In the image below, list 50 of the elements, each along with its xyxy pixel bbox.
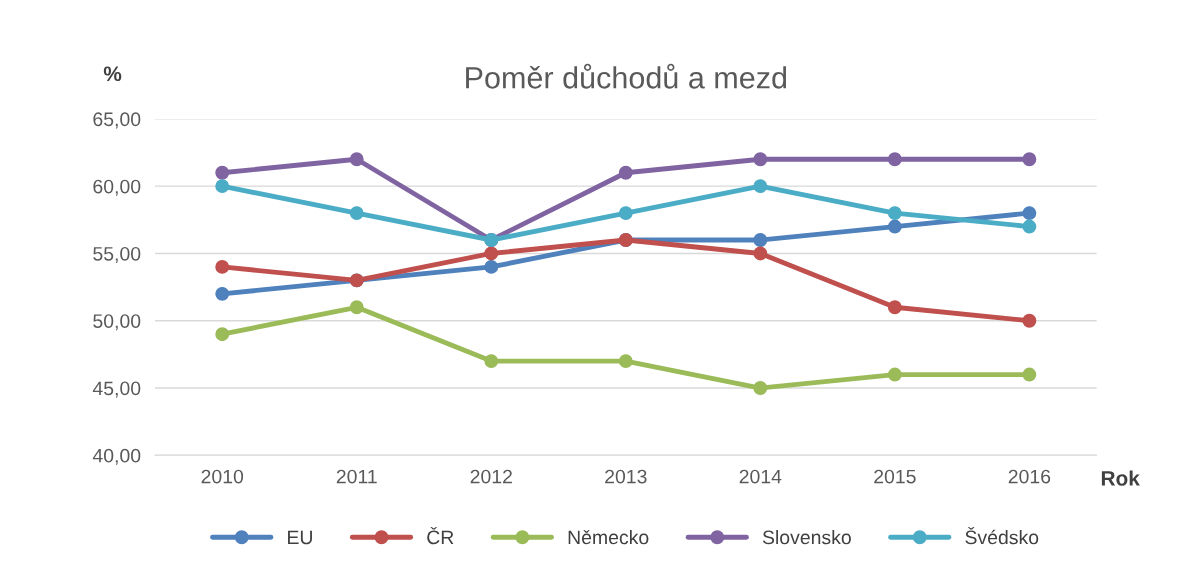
point: [484, 246, 499, 261]
x-axis-title: Rok: [1101, 470, 1140, 486]
x-tick-label: 2016: [1008, 469, 1051, 484]
x-tick-label: 2014: [739, 469, 782, 484]
point: [618, 206, 633, 221]
point: [753, 381, 768, 395]
point: [484, 259, 499, 274]
legend-label: Německo: [568, 529, 649, 545]
y-tick-label: 65,00: [93, 112, 141, 129]
x-tick-label: 2011: [336, 469, 377, 484]
chart-title: Poměr důchodů a mezd: [466, 63, 787, 89]
point: [887, 206, 902, 221]
x-tick-label: 2012: [470, 469, 512, 484]
point: [215, 165, 230, 180]
point: [753, 179, 768, 194]
point: [349, 152, 364, 167]
point: [1022, 313, 1037, 328]
x-tick-label: 2010: [201, 469, 244, 484]
legend-label: Švédsko: [965, 527, 1039, 545]
x-tick-label: 2015: [874, 469, 916, 484]
point: [887, 219, 902, 234]
y-axis-title: %: [103, 66, 122, 82]
point: [887, 367, 902, 382]
point: [349, 206, 364, 221]
point: [215, 259, 230, 274]
point: [215, 179, 230, 194]
point: [349, 300, 364, 315]
point: [887, 300, 902, 315]
y-tick-label: 50,00: [93, 314, 141, 331]
point: [753, 246, 768, 261]
legend-label: Slovensko: [762, 529, 851, 545]
x-tick-label: 2013: [605, 469, 647, 484]
point: [1022, 367, 1037, 382]
point: [753, 233, 768, 247]
point: [618, 354, 633, 369]
point: [618, 165, 633, 180]
legend-label: ČR: [427, 527, 454, 545]
y-tick-label: 40,00: [92, 448, 141, 465]
y-tick-label: 45,00: [92, 381, 141, 398]
legend-label: EU: [288, 530, 312, 545]
point: [1022, 219, 1037, 234]
point: [215, 327, 230, 342]
y-tick-label: 55,00: [93, 246, 141, 263]
point: [887, 152, 902, 167]
y-tick-label: 60,00: [93, 179, 141, 196]
point: [1022, 152, 1037, 167]
point: [215, 286, 230, 301]
point: [1022, 206, 1037, 221]
point: [484, 354, 499, 369]
point: [753, 152, 768, 167]
